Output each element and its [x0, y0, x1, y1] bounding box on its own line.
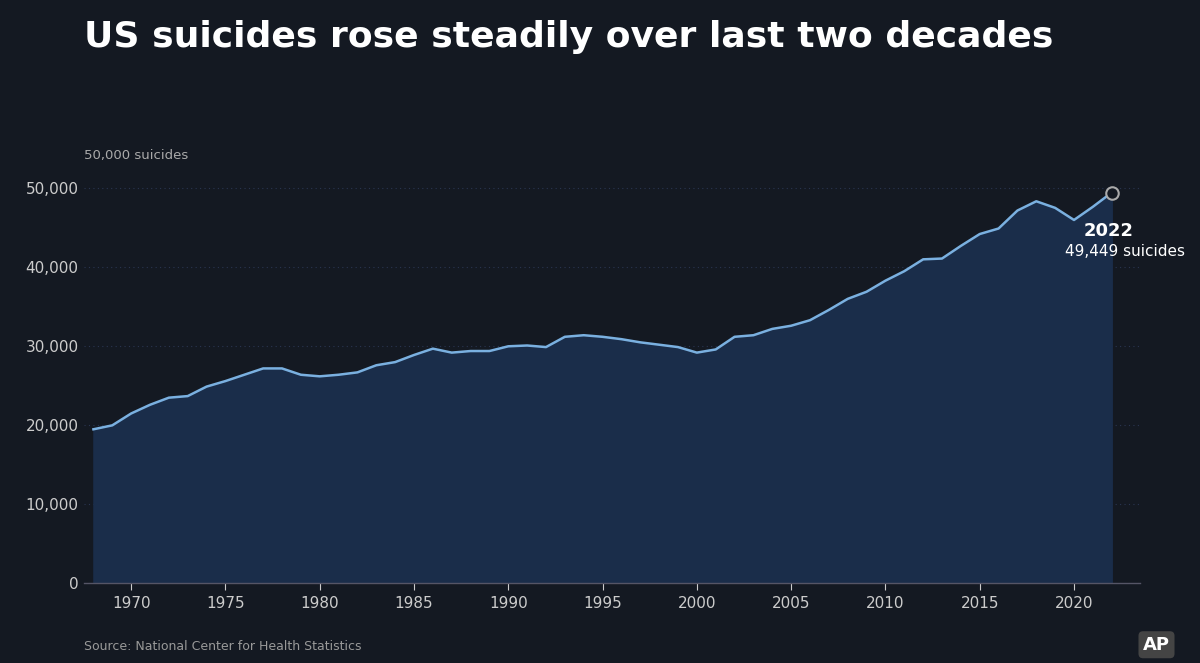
Text: 50,000 suicides: 50,000 suicides — [84, 149, 188, 162]
Text: 49,449 suicides: 49,449 suicides — [1064, 245, 1184, 259]
Text: US suicides rose steadily over last two decades: US suicides rose steadily over last two … — [84, 20, 1054, 54]
Text: AP: AP — [1142, 636, 1170, 654]
Text: Source: National Center for Health Statistics: Source: National Center for Health Stati… — [84, 640, 361, 653]
Text: 2022: 2022 — [1084, 221, 1134, 239]
